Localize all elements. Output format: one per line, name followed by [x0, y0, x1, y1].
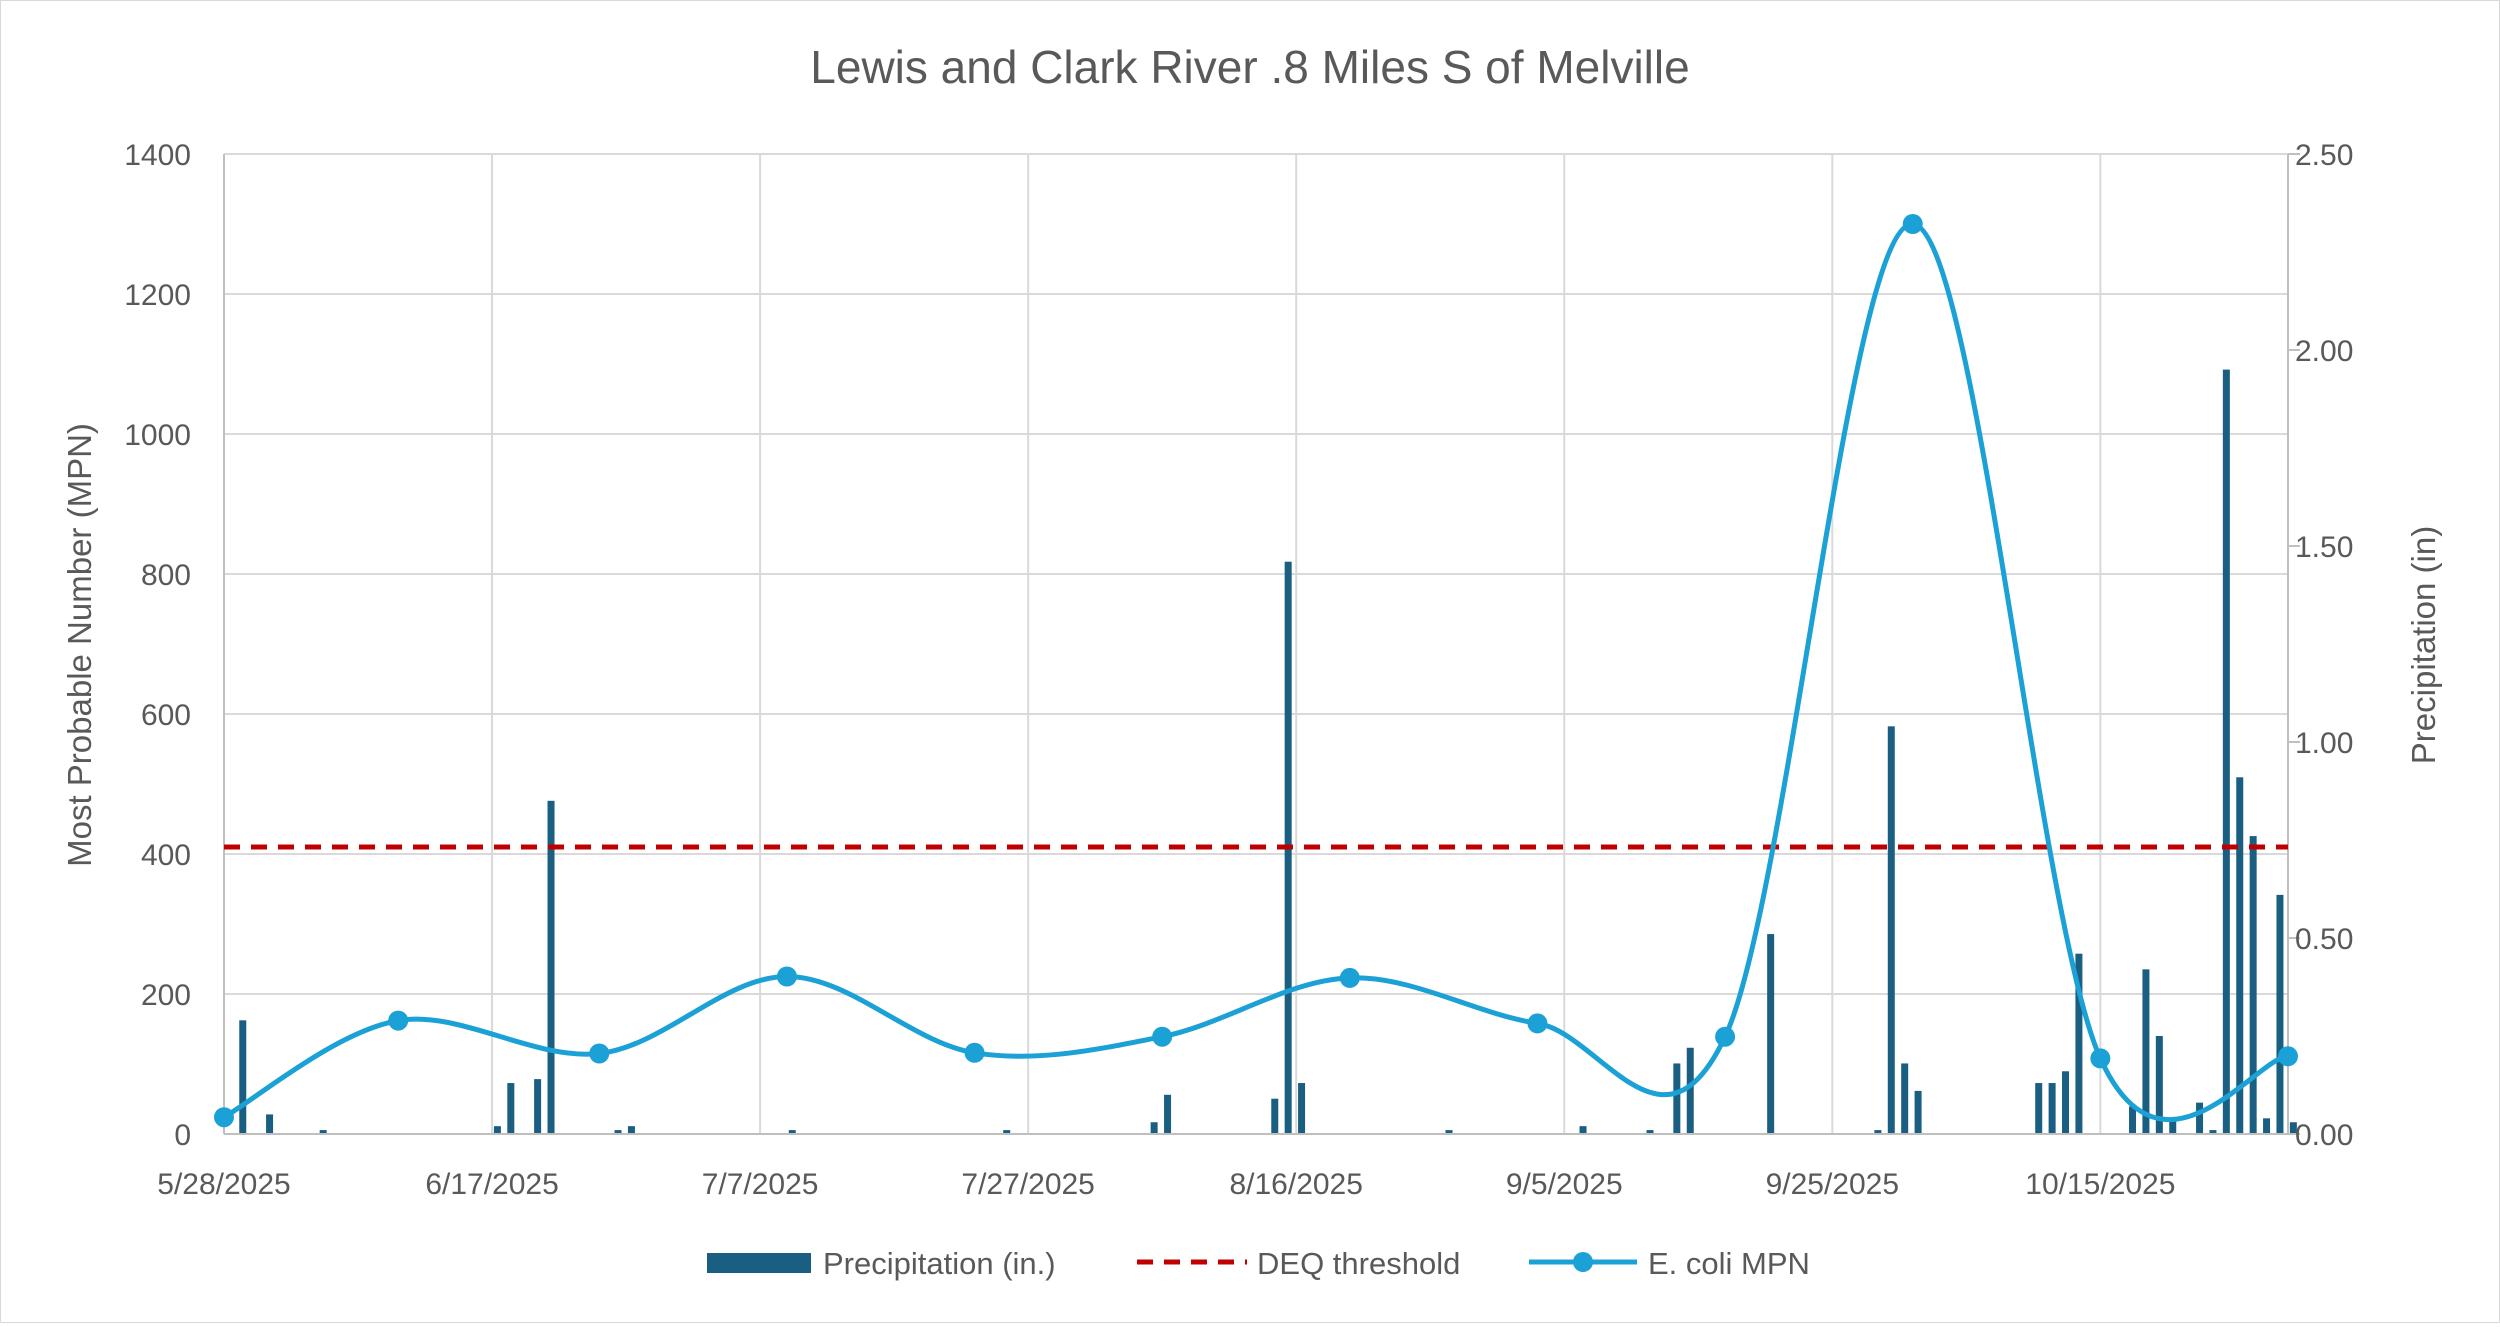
gridlines	[224, 153, 2288, 1134]
precipitation-bar	[2289, 1122, 2297, 1134]
ecoli-point	[1902, 214, 1923, 234]
precipitation-bar	[1271, 1098, 1279, 1134]
x-tick-label: 9/25/2025	[1766, 1168, 1899, 1201]
precipitation-bar	[1673, 1063, 1681, 1134]
precipitation-bar	[2209, 1130, 2217, 1134]
y2-tick-label: 1.00	[2295, 727, 2353, 760]
precipitation-bar	[1887, 726, 1895, 1134]
axes: 0 200 400 600 800 1000 1200 1400 5/28/2025 6/17/2…	[124, 139, 2353, 1201]
precipitation-bar	[239, 1020, 247, 1134]
x-tick-label: 6/17/2025	[425, 1168, 558, 1201]
precipitation-bar	[1003, 1130, 1011, 1134]
ecoli-point	[776, 966, 797, 987]
ecoli-point	[1152, 1026, 1173, 1047]
ecoli-line-layer	[214, 214, 2298, 1128]
precipitation-bar	[2276, 894, 2284, 1134]
precipitation-bar	[614, 1130, 622, 1134]
y2-tick-label: 0.50	[2295, 923, 2353, 956]
precipitation-bar	[2048, 1083, 2056, 1134]
ecoli-line	[222, 221, 2289, 1122]
ecoli-point	[388, 1010, 409, 1031]
chart-title: Lewis and Clark River .8 Miles S of Melv…	[810, 41, 1689, 93]
precipitation-bar	[2169, 1118, 2177, 1134]
y2-tick-label: 2.50	[2295, 139, 2353, 172]
y-tick-label: 400	[141, 839, 191, 872]
y-tick-label: 200	[141, 979, 191, 1012]
y2-tick-label: 1.50	[2295, 531, 2353, 564]
legend-label-deq-threshold: DEQ threshold	[1257, 1246, 1460, 1281]
precipitation-bar	[2222, 369, 2230, 1135]
ecoli-point	[964, 1042, 985, 1063]
ecoli-point	[214, 1107, 234, 1128]
precipitation-bar	[2249, 836, 2257, 1134]
y-tick-label: 1200	[124, 279, 191, 312]
y-tick-label: 600	[141, 699, 191, 732]
x-tick-label: 8/16/2025	[1229, 1168, 1362, 1201]
precipitation-bar	[1874, 1130, 1882, 1134]
precipitation-bar	[547, 800, 555, 1134]
ecoli-point	[2090, 1048, 2111, 1069]
precipitation-bar	[1164, 1094, 1172, 1134]
precipitation-bar	[2062, 1071, 2070, 1134]
ecoli-point	[1339, 967, 1360, 988]
legend-swatch-precipitation	[707, 1253, 811, 1273]
precipitation-bar	[2263, 1118, 2271, 1134]
y-tick-label: 1000	[124, 419, 191, 452]
legend-label-ecoli: E. coli MPN	[1648, 1246, 1810, 1281]
ecoli-point	[2278, 1046, 2298, 1067]
precipitation-bar	[507, 1083, 515, 1134]
x-tick-label: 7/7/2025	[702, 1168, 819, 1201]
y-axis-title: Most Probable Number (MPN)	[61, 423, 98, 867]
y2-tick-label: 0.00	[2295, 1119, 2353, 1152]
precipitation-bar	[2155, 1036, 2163, 1134]
y-tick-label: 0	[174, 1119, 191, 1152]
precipitation-bar	[2035, 1083, 2043, 1134]
precipitation-bar	[1646, 1130, 1654, 1134]
precipitation-bar	[1914, 1090, 1922, 1134]
precipitation-bar	[319, 1130, 327, 1134]
precipitation-bar	[266, 1114, 274, 1134]
precipitation-bar	[1579, 1126, 1587, 1134]
y-tick-label: 800	[141, 559, 191, 592]
precipitation-bar	[2236, 777, 2244, 1134]
precipitation-bar	[2075, 953, 2083, 1134]
x-tick-label: 7/27/2025	[961, 1168, 1094, 1201]
precipitation-bar	[1686, 1047, 1694, 1134]
ecoli-point	[589, 1043, 610, 1064]
precipitation-bar	[493, 1126, 501, 1134]
x-tick-label: 9/5/2025	[1506, 1168, 1623, 1201]
y-tick-label: 1400	[124, 139, 191, 172]
precipitation-bar	[1445, 1130, 1453, 1134]
precipitation-bar	[2142, 969, 2150, 1134]
precipitation-bar	[788, 1130, 796, 1134]
x-tick-label: 5/28/2025	[157, 1168, 290, 1201]
legend-swatch-ecoli-marker	[1573, 1252, 1593, 1272]
ecoli-point	[1715, 1026, 1736, 1047]
precipitation-bar	[1767, 934, 1775, 1134]
ecoli-point	[1527, 1013, 1548, 1034]
y2-tick-label: 2.00	[2295, 335, 2353, 368]
precipitation-bar	[2196, 1102, 2204, 1134]
y2-axis-title: Precipitation (in)	[2405, 526, 2442, 764]
precipitation-bar	[1298, 1083, 1306, 1134]
precipitation-bar	[534, 1079, 542, 1134]
x-tick-label: 10/15/2025	[2025, 1168, 2175, 1201]
precipitation-bar	[627, 1126, 635, 1134]
precipitation-bar	[2129, 1106, 2137, 1134]
legend-label-precipitation: Precipitation (in.)	[823, 1246, 1056, 1281]
precipitation-bar	[1150, 1122, 1158, 1134]
legend: Precipitation (in.) DEQ threshold E. col…	[707, 1246, 1810, 1281]
precipitation-bar	[1901, 1063, 1909, 1134]
